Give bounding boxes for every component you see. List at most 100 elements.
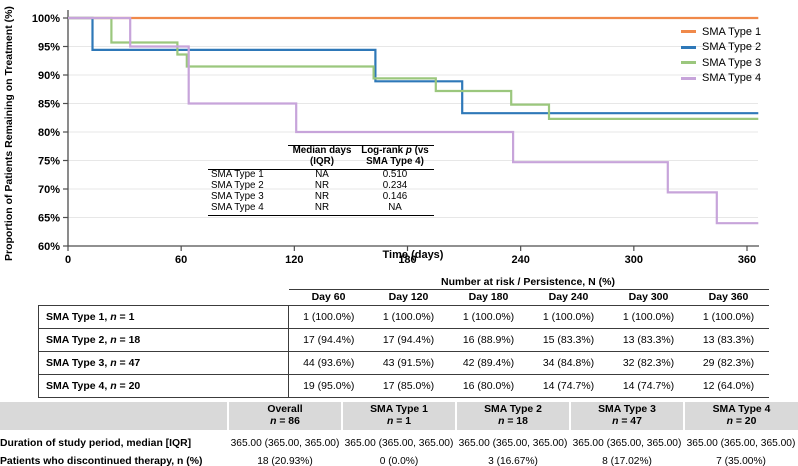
x-tick-label: 240 bbox=[511, 254, 529, 266]
inset-median-value: NA bbox=[315, 168, 329, 180]
summary-column-label: SMA Type 3 bbox=[598, 404, 656, 415]
risk-column-header: Day 300 bbox=[608, 289, 689, 306]
risk-cell: 29 (82.3%) bbox=[688, 351, 769, 375]
summary-row-label: Patients who discontinued therapy, n (%) bbox=[0, 455, 203, 466]
summary-cell: 365.00 (365.00, 365.00) bbox=[686, 437, 796, 449]
risk-cell: 16 (80.0%) bbox=[448, 374, 529, 398]
legend-swatch-icon bbox=[681, 30, 696, 34]
inset-row-label: SMA Type 1 bbox=[211, 168, 264, 180]
summary-cell: 365.00 (365.00, 365.00) bbox=[572, 437, 682, 449]
legend-label: SMA Type 3 bbox=[702, 56, 762, 69]
risk-cell: 15 (83.3%) bbox=[528, 328, 609, 352]
risk-column-header: Day 360 bbox=[688, 289, 769, 306]
risk-column-header: Day 60 bbox=[288, 289, 369, 306]
inset-p-value: 0.234 bbox=[382, 179, 408, 191]
summary-column-label: SMA Type 1 bbox=[370, 404, 428, 415]
risk-row: SMA Type 4, n = 20 19 (95.0%) 17 (85.0%) 16… bbox=[38, 374, 769, 398]
y-tick-label: 80% bbox=[38, 127, 60, 139]
summary-cell: 365.00 (365.00, 365.00) bbox=[230, 437, 340, 449]
risk-cell: 1 (100.0%) bbox=[288, 305, 369, 329]
risk-cell: 13 (83.3%) bbox=[688, 328, 769, 352]
inset-p-value: 0.146 bbox=[382, 190, 408, 202]
legend-label: SMA Type 2 bbox=[702, 41, 762, 54]
summary-cell: 365.00 (365.00, 365.00) bbox=[344, 437, 454, 449]
inset-row-label: SMA Type 3 bbox=[211, 190, 264, 202]
km-chart: 100% 95% 90% 85% 80% 75% 70% 65% 60% 0 60 120 180 240… bbox=[3, 6, 761, 266]
summary-row: Duration of study period, median [IQR] 36… bbox=[0, 430, 798, 452]
risk-cell: 16 (88.9%) bbox=[448, 328, 529, 352]
summary-cell: 0 (0.0%) bbox=[379, 455, 419, 466]
summary-row: Patients who discontinued therapy, n (%)… bbox=[0, 452, 798, 466]
risk-row-label: SMA Type 4, n = 20 bbox=[38, 374, 289, 398]
risk-column-header: Day 120 bbox=[368, 289, 449, 306]
risk-cell: 14 (74.7%) bbox=[528, 374, 609, 398]
risk-row: SMA Type 2, n = 18 17 (94.4%) 17 (94.4%) 16… bbox=[38, 328, 769, 352]
x-tick-label: 300 bbox=[625, 254, 643, 266]
summary-cell: 3 (16.67%) bbox=[488, 455, 538, 466]
inset-median-value: NR bbox=[314, 179, 330, 191]
x-tick-label: 120 bbox=[285, 254, 303, 266]
inset-median-value: NR bbox=[314, 190, 330, 202]
summary-column-n: n = 18 bbox=[498, 415, 528, 427]
inset-p-value: 0.510 bbox=[382, 168, 408, 180]
number-at-risk-table: Day 60 Day 120 Day 180 Day 240 Day 300 Day 36… bbox=[38, 289, 769, 398]
inset-header-blank bbox=[208, 145, 288, 170]
risk-cell: 1 (100.0%) bbox=[368, 305, 449, 329]
summary-cell: 8 (17.02%) bbox=[602, 455, 652, 466]
italic-n: n bbox=[110, 334, 117, 346]
logrank-inset-table: Median days (IQR) Log-rank p (vs SMA Type … bbox=[208, 145, 434, 216]
risk-column-header: Day 180 bbox=[448, 289, 529, 306]
italic-n: n bbox=[726, 415, 733, 427]
y-tick-label: 85% bbox=[38, 98, 60, 110]
y-tick-label: 100% bbox=[32, 13, 60, 25]
risk-table-title: Number at risk / Persistence, N (%) bbox=[441, 276, 615, 288]
risk-cell: 17 (94.4%) bbox=[288, 328, 369, 352]
y-tick-label: 90% bbox=[38, 70, 60, 82]
legend-item: SMA Type 4 bbox=[681, 71, 761, 87]
summary-column-n: n = 86 bbox=[270, 415, 300, 427]
x-tick-label: 360 bbox=[738, 254, 756, 266]
risk-cell: 12 (64.0%) bbox=[688, 374, 769, 398]
series-line-sma-type-4 bbox=[68, 16, 759, 225]
summary-column-n: n = 1 bbox=[387, 415, 411, 427]
summary-column-n: n = 20 bbox=[726, 415, 757, 427]
x-tick-label: 60 bbox=[175, 254, 187, 266]
italic-n: n bbox=[612, 415, 619, 427]
inset-row: SMA Type 4 NR NA bbox=[208, 202, 434, 216]
inset-row: SMA Type 3 NR 0.146 bbox=[208, 190, 434, 203]
summary-column-label: SMA Type 2 bbox=[484, 404, 542, 415]
risk-cell: 32 (82.3%) bbox=[608, 351, 689, 375]
risk-cell: 1 (100.0%) bbox=[528, 305, 609, 329]
risk-cell: 1 (100.0%) bbox=[448, 305, 529, 329]
risk-cell: 17 (85.0%) bbox=[368, 374, 449, 398]
risk-cell: 14 (74.7%) bbox=[608, 374, 689, 398]
italic-n: n bbox=[110, 311, 117, 323]
inset-header-median: Median days (IQR) bbox=[288, 145, 356, 170]
x-tick-label: 180 bbox=[398, 254, 416, 266]
summary-row-label: Duration of study period, median [IQR] bbox=[0, 437, 192, 449]
risk-cell: 13 (83.3%) bbox=[608, 328, 689, 352]
risk-cell: 43 (91.5%) bbox=[368, 351, 449, 375]
risk-cell: 1 (100.0%) bbox=[608, 305, 689, 329]
risk-row-label: SMA Type 1, n = 1 bbox=[38, 305, 289, 329]
summary-column-header: Overall n = 86 bbox=[227, 402, 342, 430]
risk-cell: 1 (100.0%) bbox=[688, 305, 769, 329]
risk-row: SMA Type 3, n = 47 44 (93.6%) 43 (91.5%) 42… bbox=[38, 351, 769, 375]
summary-cell: 7 (35.00%) bbox=[716, 455, 766, 466]
risk-cell: 17 (94.4%) bbox=[368, 328, 449, 352]
legend: SMA Type 1 SMA Type 2 SMA Type 3 SMA Type 4 bbox=[681, 24, 761, 86]
summary-column-n: n = 47 bbox=[612, 415, 642, 427]
legend-item: SMA Type 3 bbox=[681, 55, 761, 71]
legend-swatch-icon bbox=[681, 45, 696, 49]
y-axis-title: Proportion of Patients Remaining on Trea… bbox=[3, 6, 15, 262]
risk-cell: 42 (89.4%) bbox=[448, 351, 529, 375]
risk-row-label: SMA Type 2, n = 18 bbox=[38, 328, 289, 352]
summary-column-label: SMA Type 4 bbox=[712, 404, 771, 415]
risk-row-label: SMA Type 3, n = 47 bbox=[38, 351, 289, 375]
